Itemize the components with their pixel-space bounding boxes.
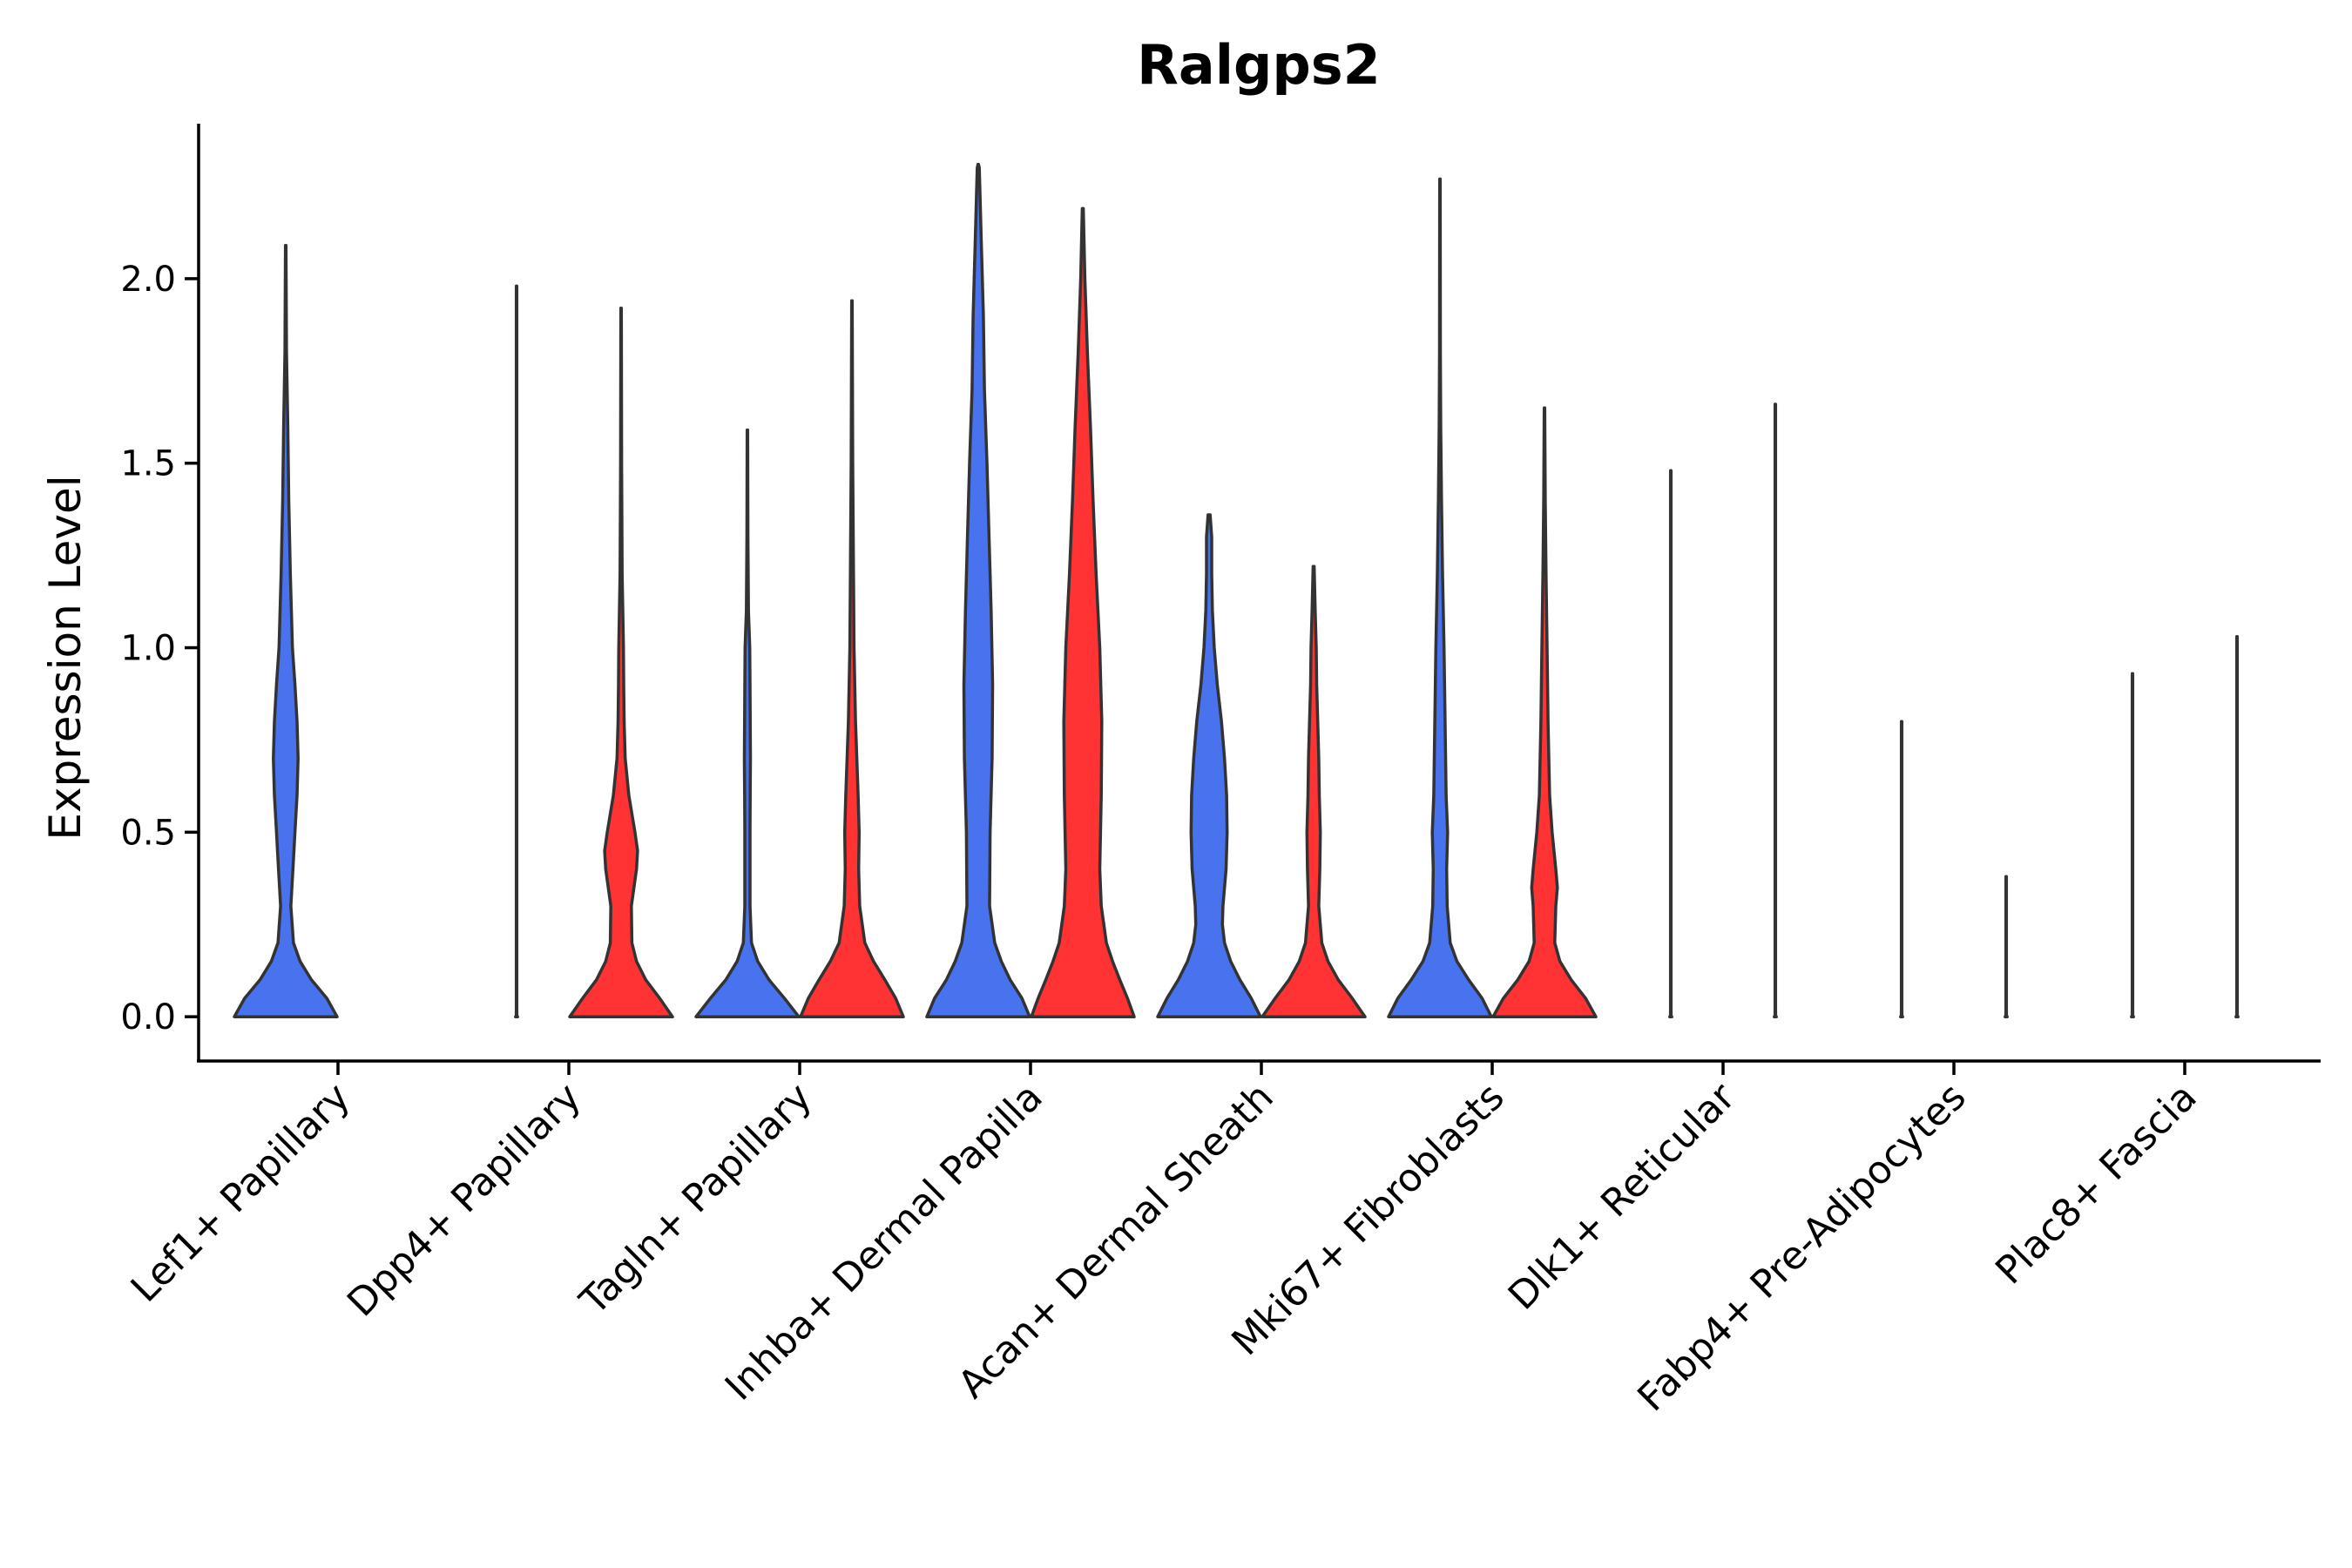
violin-red xyxy=(1030,206,1136,1018)
violin-blue xyxy=(233,244,339,1018)
y-ticks: 0.0 0.5 1.0 1.5 2.0 xyxy=(120,260,199,1037)
violin-blue xyxy=(925,162,1031,1018)
violin-blue xyxy=(1156,513,1262,1018)
violin-red xyxy=(1773,402,1778,1018)
violin-blue xyxy=(514,284,519,1018)
violin-red xyxy=(2004,875,2009,1018)
violin-blue xyxy=(694,428,801,1018)
violin-red xyxy=(799,299,905,1018)
category-label: Dpp4+ Papillary xyxy=(339,1075,590,1326)
violin-blue xyxy=(1899,720,1904,1018)
y-axis-label: Expression Level xyxy=(40,475,91,840)
violin-blue xyxy=(1387,177,1493,1018)
category-label: Lef1+ Papillary xyxy=(123,1075,359,1311)
y-tick-label: 0.5 xyxy=(120,813,176,853)
category-label: Tagln+ Papillary xyxy=(571,1075,821,1324)
violin-red xyxy=(568,307,674,1018)
violin-blue xyxy=(2130,672,2135,1018)
y-tick-label: 1.0 xyxy=(120,629,176,669)
violin-red xyxy=(1491,406,1598,1018)
violins-layer xyxy=(233,162,2240,1018)
category-label: Plac8+ Fascia xyxy=(1987,1075,2206,1294)
violin-blue xyxy=(1668,469,1673,1018)
y-tick-label: 1.5 xyxy=(120,444,176,484)
y-tick-label: 0.0 xyxy=(120,997,176,1037)
violin-red xyxy=(1260,564,1367,1018)
chart-title: Ralgps2 xyxy=(1137,33,1381,97)
y-tick-label: 2.0 xyxy=(120,260,176,300)
category-label: Dlk1+ Reticular xyxy=(1500,1074,1745,1319)
violin-red xyxy=(2234,635,2240,1018)
